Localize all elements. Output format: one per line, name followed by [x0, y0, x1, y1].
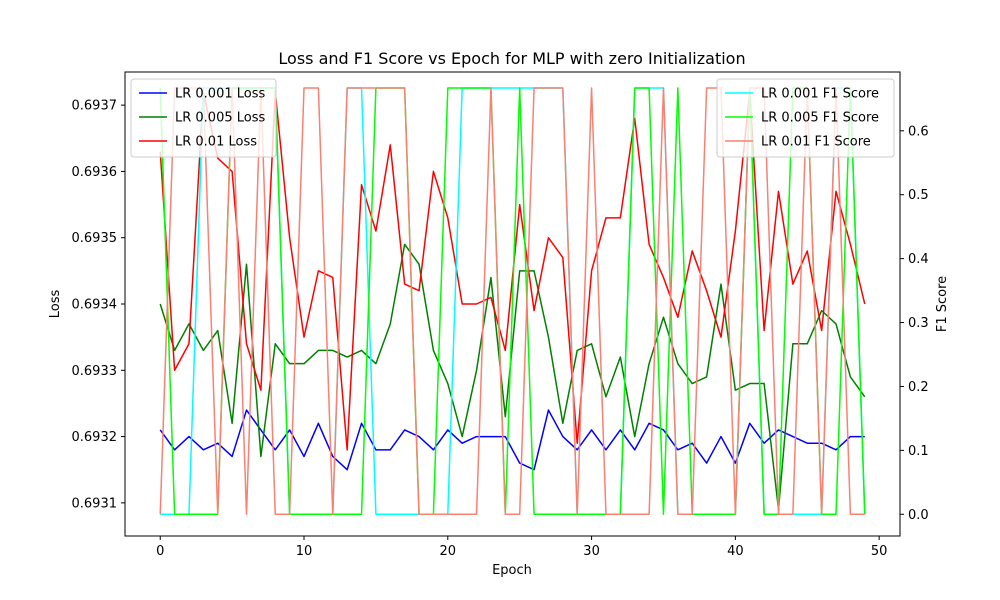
y-axis-left-label: Loss [48, 290, 63, 319]
series-lines [159, 87, 866, 516]
y-axis-left: 0.6931 0.6932 0.6933 0.6934 0.6935 0.6936 0.69… [72, 99, 125, 511]
x-tick-label: 20 [440, 544, 457, 559]
y-left-tick-label: 0.6936 [72, 165, 118, 180]
y-left-tick-label: 0.6931 [72, 496, 118, 511]
legend-label: LR 0.005 Loss [175, 111, 265, 126]
x-axis: 0 10 20 30 40 50 [156, 536, 887, 559]
x-tick-label: 30 [583, 544, 600, 559]
y-right-tick-label: 0.2 [908, 380, 929, 395]
x-tick-label: 0 [156, 544, 164, 559]
y-right-tick-label: 0.0 [908, 508, 929, 523]
legend-label: LR 0.01 F1 Score [761, 135, 871, 150]
series-line-5 [159, 87, 865, 516]
y-right-tick-label: 0.5 [908, 188, 929, 203]
legend-frame [130, 78, 277, 158]
y-left-tick-label: 0.6932 [72, 430, 118, 445]
y-right-tick-label: 0.1 [908, 444, 929, 459]
y-left-tick-label: 0.6933 [72, 364, 118, 379]
y-left-tick-label: 0.6935 [72, 231, 118, 246]
legend-label: LR 0.001 Loss [175, 87, 265, 102]
x-tick-label: 10 [296, 544, 313, 559]
legend-left: LR 0.001 Loss LR 0.005 Loss LR 0.01 Loss [130, 78, 277, 158]
x-tick-label: 40 [727, 544, 744, 559]
y-left-tick-label: 0.6934 [72, 298, 118, 313]
x-axis-label: Epoch [492, 563, 532, 578]
legend-label: LR 0.001 F1 Score [761, 87, 879, 102]
y-axis-right: 0.0 0.1 0.2 0.3 0.4 0.5 0.6 [900, 124, 929, 523]
legend-right: LR 0.001 F1 Score LR 0.005 F1 Score LR 0.0… [716, 78, 895, 158]
legend-label: LR 0.005 F1 Score [761, 111, 879, 126]
series-line-1 [159, 243, 866, 511]
series-line-0 [159, 409, 865, 471]
y-right-tick-label: 0.4 [908, 252, 929, 267]
legend-frame [716, 78, 895, 158]
y-left-tick-label: 0.6937 [72, 99, 118, 114]
x-tick-label: 50 [871, 544, 888, 559]
legend-label: LR 0.01 Loss [175, 135, 257, 150]
chart-title: Loss and F1 Score vs Epoch for MLP with … [278, 49, 745, 68]
y-axis-right-label: F1 Score [935, 276, 950, 332]
y-right-tick-label: 0.3 [908, 316, 929, 331]
y-right-tick-label: 0.6 [908, 124, 929, 139]
